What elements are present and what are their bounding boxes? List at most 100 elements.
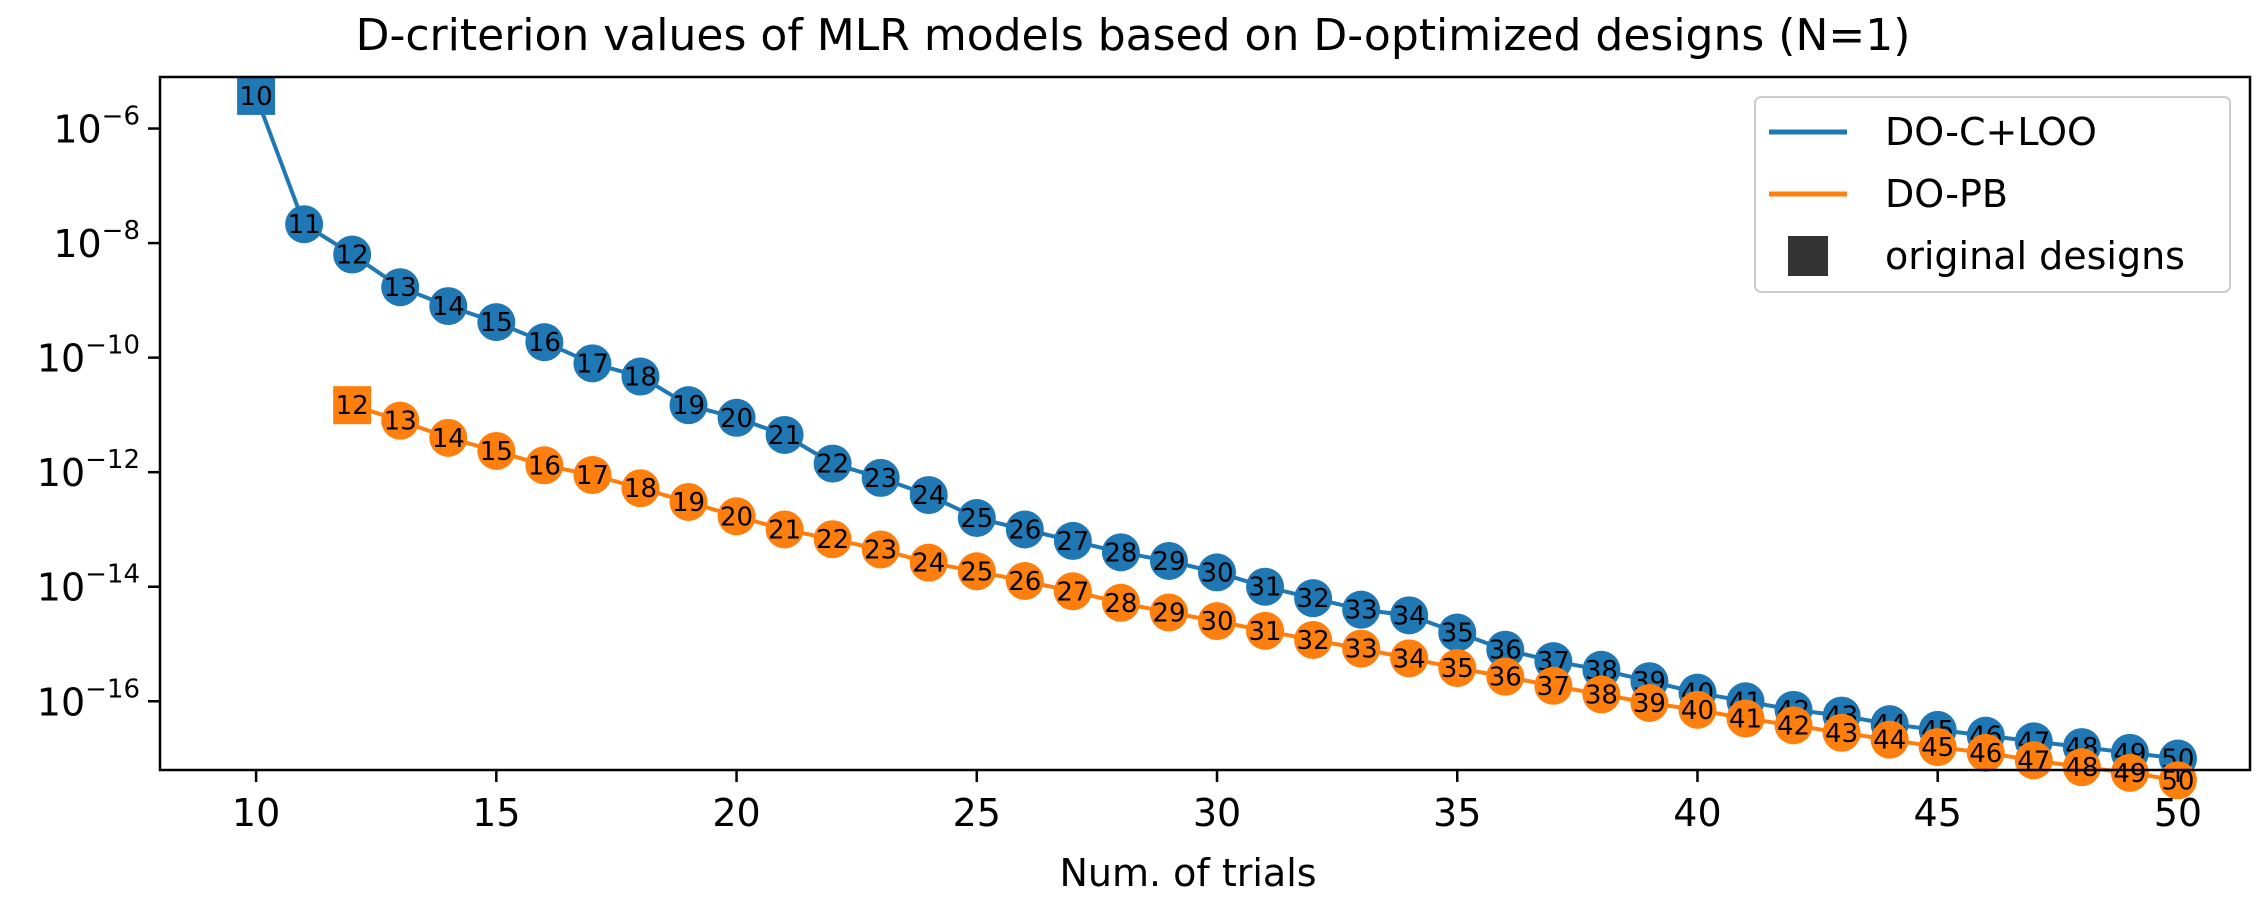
point-label: 27 — [1056, 577, 1089, 607]
legend-label: original designs — [1885, 234, 2185, 278]
point-label: 12 — [336, 391, 369, 421]
data-point — [525, 446, 564, 485]
data-point — [1198, 553, 1237, 592]
data-point — [1198, 602, 1237, 641]
data-point — [1438, 649, 1477, 688]
legend-square-swatch — [1788, 236, 1828, 276]
data-point — [909, 476, 948, 515]
point-label: 34 — [1393, 601, 1426, 631]
data-point — [2110, 753, 2149, 792]
data-point — [1294, 620, 1333, 659]
point-label: 23 — [864, 536, 897, 566]
y-tick-label: 10−12 — [37, 445, 140, 495]
point-label: 20 — [720, 404, 753, 434]
original-design-marker — [237, 76, 276, 115]
x-tick-label: 40 — [1673, 791, 1721, 835]
point-label: 27 — [1056, 527, 1089, 557]
point-label: 15 — [480, 308, 513, 338]
data-point — [1630, 683, 1669, 722]
data-point — [1101, 583, 1140, 622]
data-point — [765, 415, 804, 454]
original-design-marker — [333, 386, 372, 425]
point-label: 35 — [1441, 654, 1474, 684]
y-tick-label: 10−8 — [53, 216, 140, 266]
point-label: 47 — [2017, 746, 2050, 776]
point-label: 20 — [720, 502, 753, 532]
point-label: 28 — [1104, 538, 1137, 568]
point-label: 46 — [1969, 739, 2002, 769]
data-point — [1774, 706, 1813, 745]
point-label: 33 — [1345, 635, 1378, 665]
point-label: 24 — [912, 481, 945, 511]
y-tick-label: 10−10 — [37, 331, 140, 381]
point-label: 30 — [1200, 607, 1233, 637]
y-tick-label: 10−6 — [53, 102, 140, 152]
data-point — [1294, 579, 1333, 618]
plot-area: 10 11 12 13 14 15 16 17 18 19 20 21 22 23 24 25 26 27 28 29… — [37, 75, 2252, 835]
y-tick-label: 10−14 — [37, 560, 140, 610]
x-axis-label: Num. of trials — [1059, 851, 1316, 895]
point-label: 30 — [1200, 558, 1233, 588]
point-label: 28 — [1104, 589, 1137, 619]
point-label: 43 — [1825, 719, 1858, 749]
point-label: 19 — [672, 488, 705, 518]
data-point — [909, 543, 948, 582]
data-point — [573, 344, 612, 383]
point-label: 21 — [768, 515, 801, 545]
data-point — [957, 499, 996, 537]
data-point — [1149, 593, 1188, 632]
point-label: 14 — [432, 292, 465, 322]
y-axis: 10−6 10−8 10−10 10−12 10−14 10−16 — [37, 102, 160, 724]
data-point — [621, 357, 660, 396]
point-label: 42 — [1777, 711, 1810, 741]
point-label: 26 — [1008, 515, 1041, 545]
data-point — [1534, 666, 1573, 705]
data-point — [1246, 611, 1285, 650]
x-tick-label: 50 — [2154, 791, 2202, 835]
point-label: 22 — [816, 525, 849, 555]
point-label: 49 — [2113, 759, 2146, 789]
data-point — [333, 235, 372, 274]
data-point — [1486, 657, 1525, 696]
x-axis: 10 15 20 25 30 35 40 45 50 — [232, 770, 2202, 835]
data-point — [1246, 567, 1285, 606]
data-point — [717, 398, 756, 437]
data-point — [1486, 630, 1525, 669]
data-point — [1053, 521, 1092, 560]
x-tick-label: 15 — [472, 791, 520, 835]
point-label: 18 — [624, 363, 657, 393]
point-label: 13 — [384, 407, 417, 437]
point-label: 35 — [1441, 619, 1474, 649]
axes-frame — [158, 75, 2252, 772]
point-label: 33 — [1345, 596, 1378, 626]
point-label: 15 — [480, 437, 513, 467]
data-point — [477, 431, 516, 470]
data-point — [861, 530, 900, 569]
y-tick-label: 10−16 — [37, 674, 140, 724]
point-label: 34 — [1393, 644, 1426, 674]
point-label: 29 — [1152, 599, 1185, 629]
data-point — [1342, 590, 1381, 629]
data-point — [2062, 748, 2101, 787]
data-point — [1870, 720, 1909, 759]
x-tick-label: 30 — [1193, 791, 1241, 835]
point-label: 10 — [240, 82, 273, 112]
data-point — [813, 444, 852, 483]
point-label: 12 — [336, 241, 369, 271]
data-point — [1582, 675, 1621, 714]
point-label: 18 — [624, 474, 657, 504]
legend-label: DO-C+LOO — [1885, 110, 2097, 154]
data-point — [1149, 541, 1188, 580]
point-label: 36 — [1489, 663, 1522, 693]
point-label: 39 — [1633, 689, 1666, 719]
point-label: 31 — [1249, 573, 1282, 603]
point-label: 29 — [1152, 547, 1185, 577]
legend-label: DO-PB — [1885, 172, 2008, 216]
series-do-pb: 12 13 14 15 16 17 18 19 20 21 22 23 24 25 26 27 28 29 30 31… — [333, 386, 2197, 800]
point-label: 17 — [576, 461, 609, 491]
data-point — [1438, 613, 1477, 652]
point-label: 22 — [816, 450, 849, 480]
data-point — [861, 458, 900, 497]
data-point — [1005, 510, 1044, 549]
point-label: 25 — [960, 504, 993, 534]
